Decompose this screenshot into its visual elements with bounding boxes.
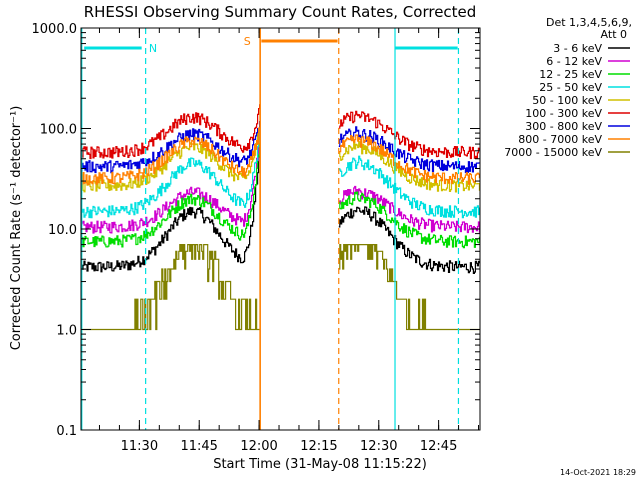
series-300-800kev [81,121,480,174]
y-axis-label: Corrected Count Rate (s⁻¹ detector⁻¹) [9,106,24,351]
x-tick-label: 12:00 [240,439,277,454]
timestamp: 14-Oct-2021 18:29 [560,468,636,477]
series-line [338,244,480,331]
legend-label: 7000 - 15000 keV [504,146,602,159]
series-100-300kev [81,104,480,160]
night-flag-label: N [149,42,157,55]
y-tick-label: 0.1 [56,424,77,439]
legend-label: 6 - 12 keV [546,55,602,68]
saa-flag-label: S [244,35,251,48]
series-12-25kev [81,141,480,249]
series-line [338,191,480,249]
series-50-100kev [81,122,480,193]
series-line [338,140,480,193]
x-tick-label: 12:15 [300,439,337,454]
series-25-50kev [81,126,480,219]
legend-label: 3 - 6 keV [553,42,602,55]
series-800-7000kev [81,127,480,186]
series-line [81,126,261,219]
legend-label: 25 - 50 keV [539,81,602,94]
legend-label: 800 - 7000 keV [518,133,602,146]
axes: 0.1 1.0 10.0 100.0 1000.0 11:30 11:45 12:00 12:1… [32,22,481,454]
series-line [81,141,261,248]
y-tick-label: 1.0 [56,324,77,339]
legend-header-attenuator: Att 0 [601,28,627,41]
x-axis-label: Start Time (31-May-08 11:15:22) [213,457,427,472]
series-line [81,142,261,234]
x-tick-label: 11:30 [121,439,158,454]
x-tick-label: 12:30 [360,439,397,454]
series-line [81,121,261,174]
y-tick-label: 10.0 [48,223,77,238]
series-6-12kev [81,142,480,234]
series-line [338,155,480,219]
y-tick-label: 100.0 [40,123,77,138]
legend-label: 100 - 300 keV [525,107,602,120]
legend-label: 12 - 25 keV [539,68,602,81]
series-line [338,206,480,274]
series-line [338,185,480,234]
series-line [81,127,261,186]
series-3-6kev [81,140,480,274]
series-layer [81,104,480,331]
series-line [338,134,480,185]
chart-title: RHESSI Observing Summary Count Rates, Co… [84,3,477,21]
series-line [81,140,261,273]
legend-label: 300 - 800 keV [525,120,602,133]
x-tick-label: 11:45 [180,439,217,454]
series-line [81,122,261,193]
legend-label: 50 - 100 keV [532,94,602,107]
y-tick-label: 1000.0 [32,22,78,37]
series-line [81,244,260,331]
series-7000-15000kev [81,244,480,331]
legend-header-detectors: Det 1,3,4,5,6,9, [546,16,632,29]
series-line [81,104,261,160]
series-line [338,110,480,160]
x-tick-label: 12:45 [420,439,457,454]
